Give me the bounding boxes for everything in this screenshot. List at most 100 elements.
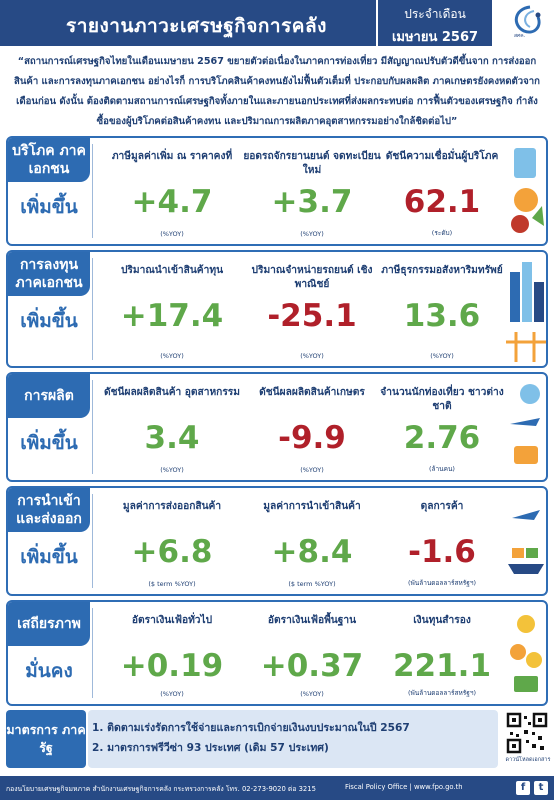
indicator-value: +3.7 (271, 184, 353, 220)
indicator: อัตราเงินเฟ้อทั่วไป +0.19 (%YOY) (102, 602, 242, 704)
section-stability: เสถียรภาพ มั่นคง อัตราเงินเฟ้อทั่วไป +0.… (6, 600, 548, 706)
divider (92, 258, 93, 360)
indicator: ภาษีธุรกรรมอสังหาริมทรัพย์ 13.6 (%YOY) (372, 252, 512, 366)
indicator-value: +6.8 (131, 534, 213, 570)
indicator-unit: (%YOY) (160, 230, 184, 238)
indicator-unit: (พันล้านดอลลาร์สหรัฐฯ) (407, 579, 477, 587)
fpo-logo-text: สศค. (514, 33, 526, 39)
section-production: การผลิต เพิ่มขึ้น ดัชนีผลผลิตสินค้า อุตส… (6, 372, 548, 482)
indicator-label: ปริมาณจำหน่ายรถยนต์ เชิงพาณิชย์ (251, 265, 373, 290)
section-label: การผลิต (8, 374, 90, 418)
indicator-label: ปริมาณนำเข้าสินค้าทุน (120, 265, 224, 276)
indicator-unit: ($ term %YOY) (148, 580, 196, 588)
facebook-icon[interactable]: f (516, 781, 530, 795)
indicator-unit: ($ term %YOY) (288, 580, 336, 588)
divider (92, 494, 93, 588)
indicator-value: +0.19 (120, 648, 224, 684)
section-status: มั่นคง (25, 660, 73, 682)
section-private-consumption: บริโภค ภาคเอกชน เพิ่มขึ้น ภาษีมูลค่าเพิ่… (6, 136, 548, 246)
indicator-value: -1.6 (408, 534, 476, 570)
indicator-label: ดัชนีผลผลิตสินค้า อุตสาหกรรม (103, 387, 240, 398)
footer: กองนโยบายเศรษฐกิจมหภาค สำนักงานเศรษฐกิจก… (0, 776, 554, 800)
measures-list: 1. ติดตามเร่งรัดการใช้จ่ายและการเบิกจ่าย… (88, 710, 498, 768)
section-private-investment: การลงทุน ภาคเอกชน เพิ่มขึ้น ปริมาณนำเข้า… (6, 250, 548, 368)
indicator-label: อัตราเงินเฟ้อพื้นฐาน (267, 615, 357, 626)
shipping-illustration-icon (508, 510, 544, 574)
report-period: ประจำเดือน เมษายน 2567 (378, 0, 492, 46)
indicator-unit: (%YOY) (300, 690, 324, 698)
divider (92, 144, 93, 238)
period-label: ประจำเดือน (404, 7, 466, 21)
summary-text: “สถานการณ์เศรษฐกิจไทยในเดือนเมษายน 2567 … (14, 56, 540, 127)
indicator-label: ดัชนีความเชื่อมั่นผู้บริโภค (385, 151, 499, 162)
airplane-illustration-icon (510, 384, 540, 464)
qr-code-icon[interactable] (506, 712, 548, 754)
indicator: ยอดรถจักรยานยนต์ จดทะเบียนใหม่ +3.7 (%YO… (242, 138, 382, 244)
indicator: จำนวนนักท่องเที่ยว ชาวต่างชาติ 2.76 (ล้า… (372, 374, 512, 480)
twitter-icon[interactable]: t (534, 781, 548, 795)
footer-website[interactable]: Fiscal Policy Office | www.fpo.go.th (345, 783, 463, 791)
section-label: บริโภค ภาคเอกชน (8, 138, 90, 182)
indicator-unit: (%YOY) (300, 230, 324, 238)
coins-illustration-icon (510, 615, 542, 692)
indicator-value: 221.1 (392, 648, 492, 684)
indicator: ปริมาณนำเข้าสินค้าทุน +17.4 (%YOY) (102, 252, 242, 366)
government-measures: มาตรการ ภาครัฐ 1. ติดตามเร่งรัดการใช้จ่า… (6, 710, 550, 768)
indicator-unit: (พันล้านดอลลาร์สหรัฐฯ) (407, 689, 477, 697)
indicator-unit: (%YOY) (160, 690, 184, 698)
section-label: การลงทุน ภาคเอกชน (8, 252, 90, 296)
city-illustration-icon (506, 262, 546, 362)
indicator-label: ยอดรถจักรยานยนต์ จดทะเบียนใหม่ (243, 151, 381, 176)
indicator: ภาษีมูลค่าเพิ่ม ณ ราคาคงที่ +4.7 (%YOY) (102, 138, 242, 244)
indicator: ดัชนีผลผลิตสินค้าเกษตร -9.9 (%YOY) (242, 374, 382, 480)
indicator-label: ดุลการค้า (420, 501, 464, 512)
indicator-value: 62.1 (403, 184, 481, 220)
indicator-unit: (%YOY) (300, 352, 324, 360)
indicator-unit: (%YOY) (430, 352, 454, 360)
indicator-unit: (%YOY) (300, 466, 324, 474)
indicator-value: -25.1 (267, 298, 357, 334)
indicator: มูลค่าการนำเข้าสินค้า +8.4 ($ term %YOY) (242, 488, 382, 594)
indicator-value: +0.37 (260, 648, 364, 684)
section-trade: การนำเข้า และส่งออก เพิ่มขึ้น มูลค่าการส… (6, 486, 548, 596)
indicator-unit: (ระดับ) (431, 229, 453, 237)
divider (92, 380, 93, 474)
indicator-label: มูลค่าการนำเข้าสินค้า (263, 501, 361, 512)
indicator-value: +8.4 (271, 534, 353, 570)
indicator-value: 3.4 (144, 420, 200, 456)
qr-label: ดาวน์โหลดเอกสาร (505, 757, 551, 763)
indicator-label: จำนวนนักท่องเที่ยว ชาวต่างชาติ (380, 387, 504, 412)
indicator-label: มูลค่าการส่งออกสินค้า (122, 501, 222, 512)
indicator-value: +4.7 (131, 184, 213, 220)
indicator-value: +17.4 (120, 298, 224, 334)
report-title: รายงานภาวะเศรษฐกิจการคลัง (0, 0, 376, 46)
indicator-value: 13.6 (403, 298, 481, 334)
divider (92, 608, 93, 698)
indicator-unit: (ล้านคน) (429, 465, 455, 473)
indicator-label: ภาษีธุรกรรมอสังหาริมทรัพย์ (381, 265, 503, 276)
section-status: เพิ่มขึ้น (20, 432, 78, 454)
indicator-label: เงินทุนสำรอง (413, 615, 471, 626)
footer-contact: กองนโยบายเศรษฐกิจมหภาค สำนักงานเศรษฐกิจก… (6, 785, 316, 793)
section-status: เพิ่มขึ้น (20, 546, 78, 568)
measure-item: 2. มาตรการฟรีวีซ่า 93 ประเทศ (เดิม 57 ปร… (92, 742, 329, 754)
fpo-logo-icon (514, 5, 541, 34)
indicator-value: 2.76 (403, 420, 481, 456)
section-status: เพิ่มขึ้น (20, 310, 78, 332)
header: รายงานภาวะเศรษฐกิจการคลัง ประจำเดือน เมษ… (0, 0, 554, 46)
indicator: อัตราเงินเฟ้อพื้นฐาน +0.37 (%YOY) (242, 602, 382, 704)
indicator: ปริมาณจำหน่ายรถยนต์ เชิงพาณิชย์ -25.1 (%… (242, 252, 382, 366)
indicator-unit: (%YOY) (160, 466, 184, 474)
indicator-label: ภาษีมูลค่าเพิ่ม ณ ราคาคงที่ (111, 151, 233, 162)
measure-item: 1. ติดตามเร่งรัดการใช้จ่ายและการเบิกจ่าย… (92, 722, 410, 734)
indicator-label: อัตราเงินเฟ้อทั่วไป (131, 615, 213, 626)
indicator: ดัชนีความเชื่อมั่นผู้บริโภค 62.1 (ระดับ) (372, 138, 512, 244)
section-label: การนำเข้า และส่งออก (8, 488, 90, 532)
period-value: เมษายน 2567 (391, 30, 479, 45)
indicator-label: ดัชนีผลผลิตสินค้าเกษตร (259, 387, 365, 398)
indicator: ดุลการค้า -1.6 (พันล้านดอลลาร์สหรัฐฯ) (372, 488, 512, 594)
shopping-illustration-icon (511, 148, 544, 233)
section-label: เสถียรภาพ (8, 602, 90, 646)
indicator: มูลค่าการส่งออกสินค้า +6.8 ($ term %YOY) (102, 488, 242, 594)
section-status: เพิ่มขึ้น (20, 196, 78, 218)
